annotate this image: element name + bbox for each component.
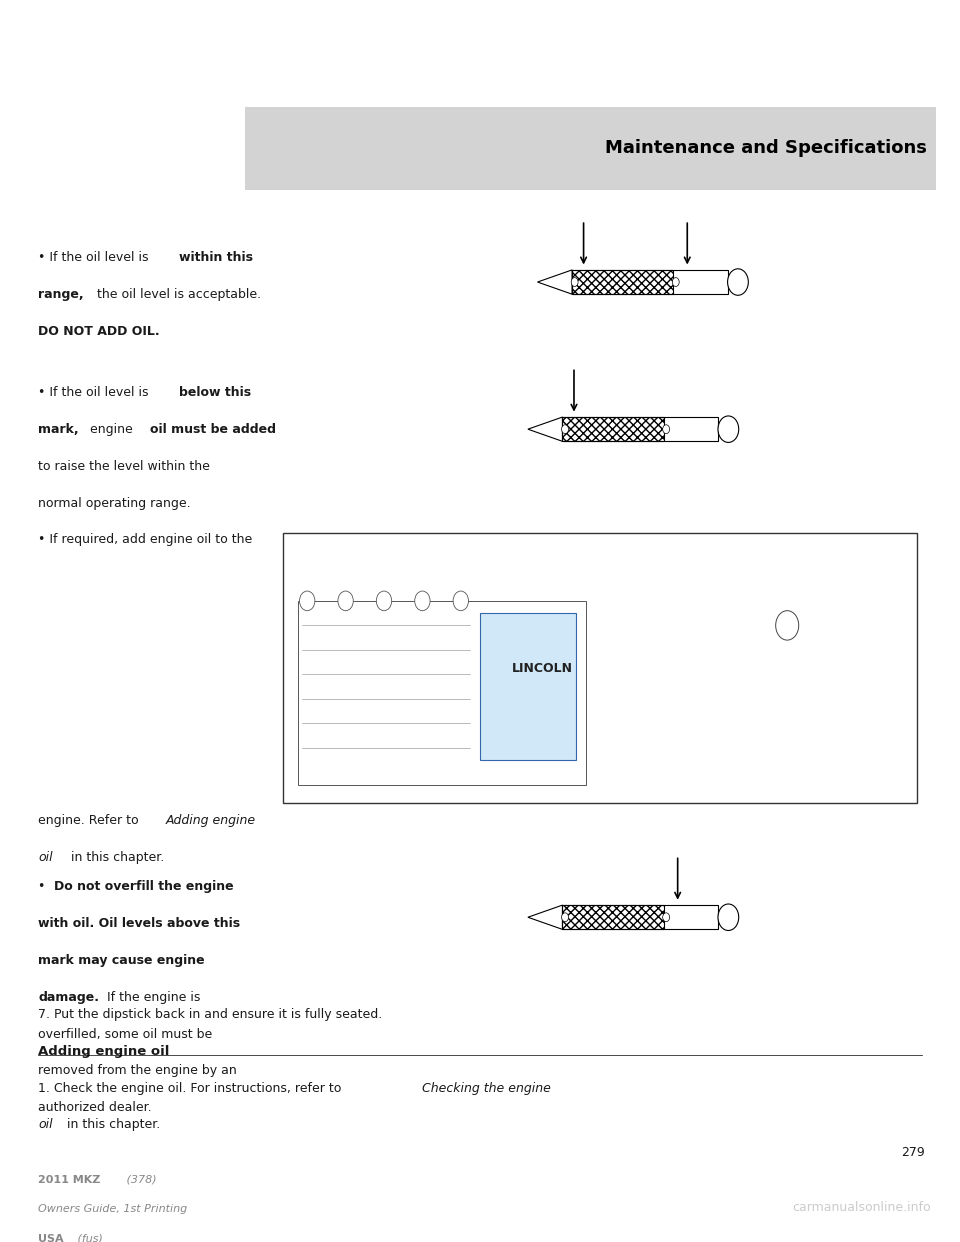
Circle shape <box>562 425 568 433</box>
Circle shape <box>776 611 799 640</box>
Circle shape <box>376 591 392 611</box>
Text: LINCOLN: LINCOLN <box>512 662 573 674</box>
Text: normal operating range.: normal operating range. <box>38 497 191 509</box>
Text: 2011 MKZ: 2011 MKZ <box>38 1175 101 1185</box>
Circle shape <box>662 425 670 433</box>
Text: in this chapter.: in this chapter. <box>67 851 164 864</box>
Circle shape <box>415 591 430 611</box>
Text: carmanualsonline.info: carmanualsonline.info <box>793 1201 931 1213</box>
Circle shape <box>338 591 353 611</box>
Text: Adding engine oil: Adding engine oil <box>38 1045 170 1058</box>
Text: range,: range, <box>38 288 84 301</box>
Text: with oil. Oil levels above this: with oil. Oil levels above this <box>38 918 241 930</box>
Circle shape <box>300 591 315 611</box>
Text: mark may cause engine: mark may cause engine <box>38 954 205 968</box>
Bar <box>572 270 673 294</box>
Text: If the engine is: If the engine is <box>103 991 200 1004</box>
Text: DO NOT ADD OIL.: DO NOT ADD OIL. <box>38 325 160 338</box>
Text: the oil level is acceptable.: the oil level is acceptable. <box>93 288 261 301</box>
Circle shape <box>562 913 568 922</box>
Text: below this: below this <box>179 386 251 399</box>
Text: in this chapter.: in this chapter. <box>63 1118 160 1131</box>
Circle shape <box>662 913 670 922</box>
Text: oil: oil <box>38 1118 53 1131</box>
Circle shape <box>718 904 739 930</box>
Text: 279: 279 <box>900 1146 924 1159</box>
Text: Adding engine: Adding engine <box>166 815 256 827</box>
Polygon shape <box>528 417 563 441</box>
Text: Owners Guide, 1st Printing: Owners Guide, 1st Printing <box>38 1205 187 1215</box>
Bar <box>563 417 663 441</box>
Text: Checking the engine: Checking the engine <box>422 1082 551 1094</box>
Text: overfilled, some oil must be: overfilled, some oil must be <box>38 1027 213 1041</box>
Text: damage.: damage. <box>38 991 100 1004</box>
Polygon shape <box>538 270 572 294</box>
Text: Do not overfill the engine: Do not overfill the engine <box>54 881 233 893</box>
Polygon shape <box>528 905 563 929</box>
Circle shape <box>728 268 749 296</box>
Text: • If the oil level is: • If the oil level is <box>38 386 153 399</box>
Text: Maintenance and Specifications: Maintenance and Specifications <box>605 139 926 158</box>
Bar <box>298 601 586 785</box>
Text: •: • <box>38 881 50 893</box>
Bar <box>480 614 576 760</box>
Text: (fus): (fus) <box>74 1233 103 1242</box>
Text: oil: oil <box>38 851 53 864</box>
Bar <box>563 417 663 441</box>
Text: oil must be added: oil must be added <box>150 424 276 436</box>
Bar <box>563 905 663 929</box>
Text: removed from the engine by an: removed from the engine by an <box>38 1064 237 1077</box>
Bar <box>563 905 663 929</box>
Text: authorized dealer.: authorized dealer. <box>38 1102 152 1114</box>
Bar <box>563 417 718 441</box>
Text: • If the oil level is: • If the oil level is <box>38 251 153 265</box>
Circle shape <box>672 278 680 287</box>
Text: engine. Refer to: engine. Refer to <box>38 815 143 827</box>
Text: • If required, add engine oil to the: • If required, add engine oil to the <box>38 533 252 546</box>
Text: engine: engine <box>86 424 137 436</box>
Text: USA: USA <box>38 1233 64 1242</box>
Text: within this: within this <box>179 251 252 265</box>
Bar <box>245 107 936 190</box>
Bar <box>283 533 917 804</box>
Circle shape <box>571 278 578 287</box>
Text: mark,: mark, <box>38 424 79 436</box>
Text: 1. Check the engine oil. For instructions, refer to: 1. Check the engine oil. For instruction… <box>38 1082 346 1094</box>
Bar <box>563 905 718 929</box>
Text: 7. Put the dipstick back in and ensure it is fully seated.: 7. Put the dipstick back in and ensure i… <box>38 1009 383 1021</box>
Bar <box>572 270 673 294</box>
Text: (378): (378) <box>123 1175 156 1185</box>
Bar <box>572 270 728 294</box>
Circle shape <box>718 416 739 442</box>
Circle shape <box>453 591 468 611</box>
Text: to raise the level within the: to raise the level within the <box>38 460 210 473</box>
